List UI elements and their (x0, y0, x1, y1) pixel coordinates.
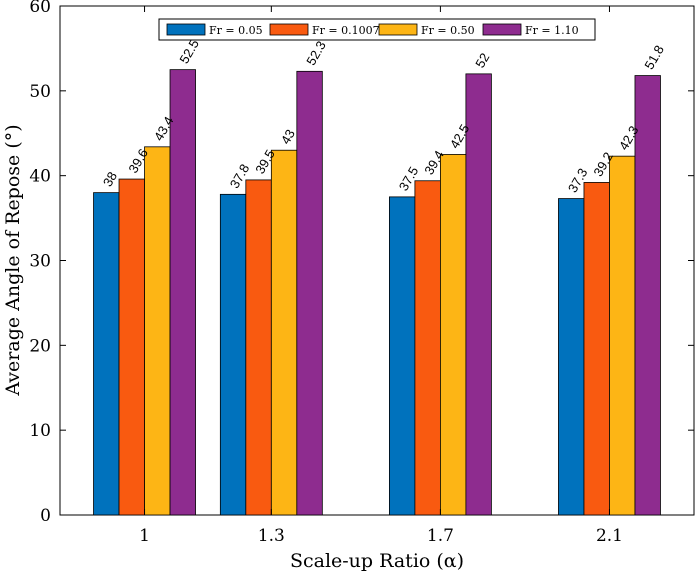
x-tick-label: 2.1 (596, 526, 623, 546)
legend-swatch (166, 23, 206, 36)
x-axis-title: Scale-up Ratio (α) (290, 550, 464, 572)
legend-label: Fr = 0.05 (209, 24, 263, 37)
legend-label: Fr = 0.50 (421, 24, 475, 37)
legend: Fr = 0.05 Fr = 0.1007 Fr = 0.50 Fr = 1.10 (158, 18, 596, 41)
bar (118, 178, 145, 516)
bar (583, 182, 610, 516)
bar (465, 73, 492, 516)
bar (388, 196, 416, 516)
axes-layer: 0 10 20 30 40 50 60 1 1.3 1.7 2.1 (29, 0, 694, 546)
legend-swatch (269, 23, 309, 36)
bar (219, 193, 247, 516)
y-tick-label: 30 (29, 252, 51, 272)
legend-label: Fr = 0.1007 (312, 24, 380, 37)
bar (144, 146, 171, 516)
legend-label: Fr = 1.10 (525, 24, 579, 37)
y-tick-label: 60 (29, 0, 51, 17)
data-label: 52 (472, 50, 492, 70)
x-tick-label: 1.7 (427, 526, 454, 546)
data-label: 38 (100, 169, 120, 189)
bar (558, 198, 585, 516)
bar (245, 179, 272, 516)
bar (609, 155, 636, 516)
bar (93, 192, 120, 516)
bar (439, 154, 467, 516)
y-axis-title: Average Angle of Repose (°) (2, 124, 24, 396)
bars-layer (93, 69, 661, 516)
legend-swatch (378, 23, 418, 36)
y-tick-label: 0 (40, 506, 51, 526)
y-tick-label: 20 (29, 336, 51, 356)
bar (270, 149, 298, 516)
y-tick-label: 40 (29, 167, 51, 187)
data-label: 43 (278, 127, 298, 147)
bar (169, 69, 196, 516)
x-tick-label: 1.3 (258, 526, 285, 546)
x-tick-label: 1 (139, 526, 150, 546)
bar (414, 180, 441, 516)
y-tick-label: 50 (29, 82, 51, 102)
y-tick-label: 10 (29, 421, 51, 441)
bar (296, 70, 323, 516)
bar (634, 75, 661, 516)
legend-swatch (482, 23, 522, 36)
